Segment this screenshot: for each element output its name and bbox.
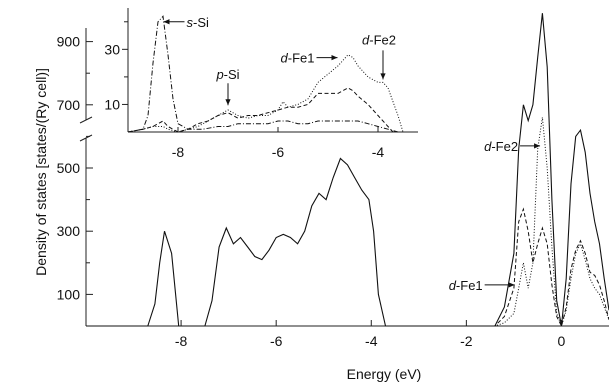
annotation-p-si-label: p-Si: [215, 67, 239, 82]
inset-y-tick-label-10: 10: [104, 96, 120, 112]
inset-background: [128, 8, 418, 132]
annotation-inset-d-fe1-arrowhead: [331, 55, 338, 61]
annotation-d-fe2-label: d-Fe2: [484, 139, 518, 154]
x-tick-label-m6: -6: [270, 333, 283, 349]
annotation-s-si-arrowhead: [163, 19, 170, 25]
y-tick-label-300: 300: [57, 223, 81, 239]
inset-y-tick-label-30: 30: [104, 41, 120, 57]
y-axis-break-mark: [79, 116, 93, 124]
series-dashed-line: [466, 207, 609, 328]
inset-series-dotted-line: [127, 54, 404, 133]
y-tick-label-700: 700: [57, 97, 81, 113]
inset-x-tick-label-m6: -6: [272, 144, 285, 160]
y-tick-label-900: 900: [57, 34, 81, 50]
x-tick-label-m8: -8: [175, 333, 188, 349]
annotation-d-fe1-label: d-Fe1: [449, 278, 483, 293]
annotation-d-fe1-arrowhead: [508, 282, 515, 288]
main-plot: -8 -6 -4 -2 0 100 300 500 700 900 d-Fe2 d-Fe1: [57, 13, 609, 349]
inset-x-tick-label-m8: -8: [172, 144, 185, 160]
series-dotted-line: [466, 117, 609, 328]
series-solid-line: [86, 13, 609, 327]
inset-plot: -8 -6 -4 10 30 s-Si p-Si d-Fe1 d-Fe2: [104, 8, 418, 160]
annotation-p-si-arrowhead: [225, 99, 231, 106]
inset-x-tick-label-m4: -4: [372, 144, 385, 160]
annotation-s-si-label: s-Si: [187, 15, 210, 30]
x-tick-label-m4: -4: [365, 333, 378, 349]
annotation-inset-d-fe2-label: d-Fe2: [362, 32, 396, 47]
y-tick-label-500: 500: [57, 160, 81, 176]
annotation-inset-d-fe2-arrowhead: [380, 73, 386, 80]
x-tick-label-m2: -2: [460, 333, 473, 349]
inset-series-dashdot-line: [127, 15, 399, 133]
y-axis-label: Density of states [states/(Ry cell)]: [33, 68, 49, 276]
annotation-d-fe2-arrowhead: [534, 143, 541, 149]
x-tick-label-0: 0: [558, 333, 566, 349]
x-axis-label: Energy (eV): [347, 366, 422, 382]
annotation-inset-d-fe1-label: d-Fe1: [281, 51, 315, 66]
y-tick-label-100: 100: [57, 286, 81, 302]
